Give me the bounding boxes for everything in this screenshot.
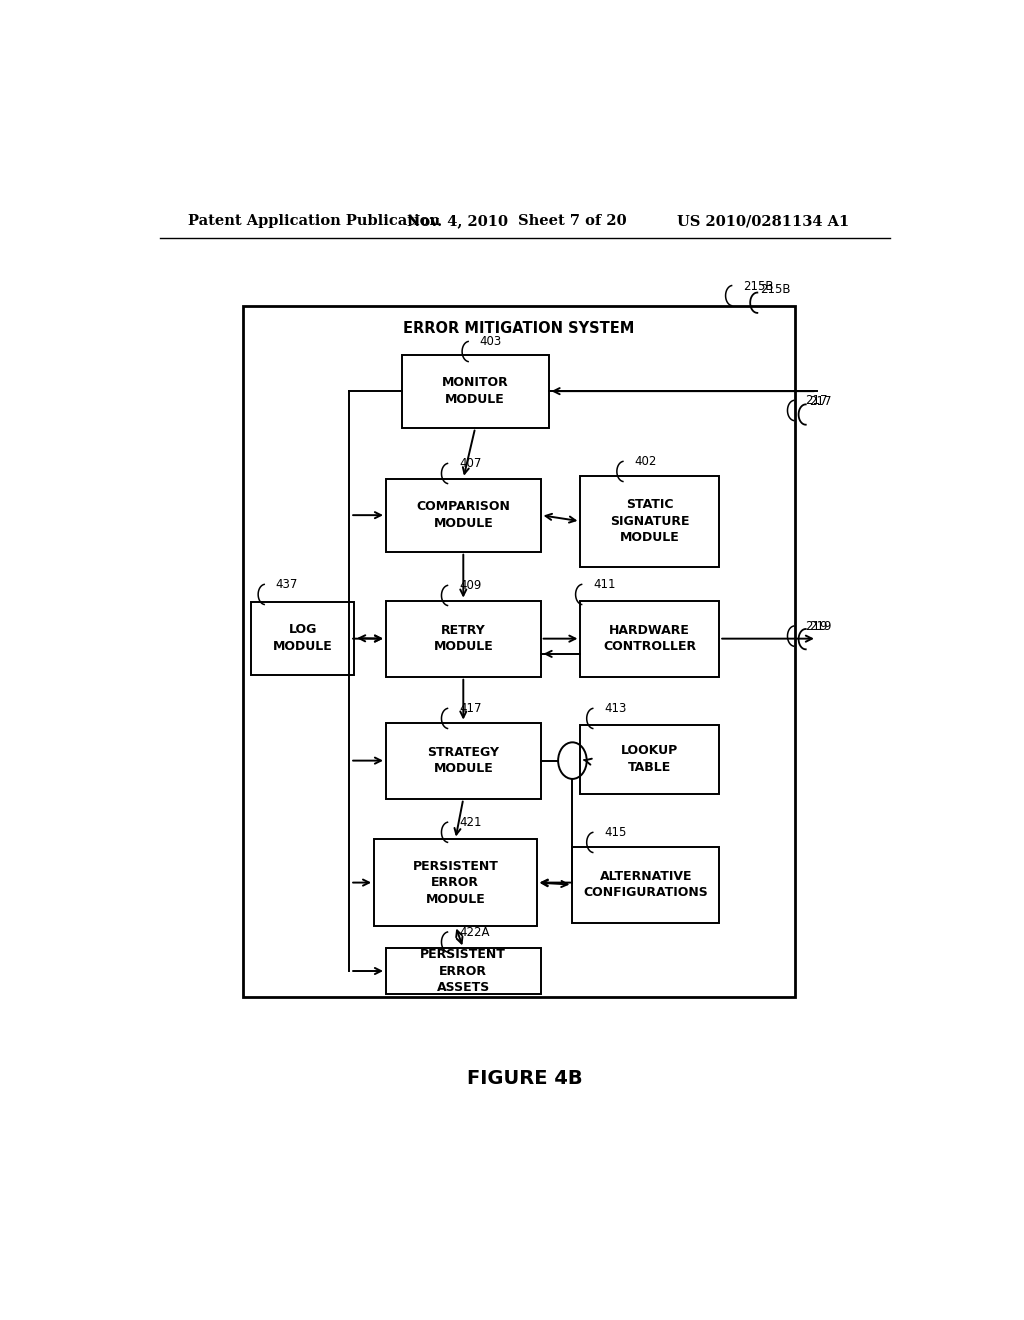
Bar <box>581 725 719 793</box>
Text: 413: 413 <box>604 702 627 715</box>
Text: HARDWARE
CONTROLLER: HARDWARE CONTROLLER <box>603 624 696 653</box>
Text: LOG
MODULE: LOG MODULE <box>272 623 333 653</box>
Text: 217: 217 <box>809 396 831 408</box>
Text: 215B: 215B <box>761 282 791 296</box>
Text: FIGURE 4B: FIGURE 4B <box>467 1069 583 1088</box>
Text: COMPARISON
MODULE: COMPARISON MODULE <box>417 500 510 529</box>
Text: STRATEGY
MODULE: STRATEGY MODULE <box>427 746 500 775</box>
Bar <box>572 846 719 923</box>
Text: 409: 409 <box>459 579 481 593</box>
Text: RETRY
MODULE: RETRY MODULE <box>433 624 494 653</box>
Text: LOOKUP
TABLE: LOOKUP TABLE <box>622 744 679 774</box>
Text: 215B: 215B <box>743 280 773 293</box>
Text: 411: 411 <box>593 578 615 591</box>
Text: 403: 403 <box>479 335 502 348</box>
Bar <box>401 355 549 428</box>
Text: Nov. 4, 2010: Nov. 4, 2010 <box>407 214 508 228</box>
Text: 219: 219 <box>805 620 827 634</box>
Bar <box>374 840 537 925</box>
Text: 415: 415 <box>604 826 627 840</box>
Bar <box>386 479 541 552</box>
Text: Sheet 7 of 20: Sheet 7 of 20 <box>518 214 627 228</box>
Text: US 2010/0281134 A1: US 2010/0281134 A1 <box>677 214 849 228</box>
Text: STATIC
SIGNATURE
MODULE: STATIC SIGNATURE MODULE <box>610 498 689 544</box>
Bar <box>243 306 795 997</box>
Text: PERSISTENT
ERROR
ASSETS: PERSISTENT ERROR ASSETS <box>421 948 506 994</box>
Bar <box>251 602 354 675</box>
Bar <box>581 475 719 568</box>
Text: 422A: 422A <box>459 927 489 939</box>
Bar <box>386 722 541 799</box>
Text: 219: 219 <box>809 620 831 634</box>
Text: ALTERNATIVE
CONFIGURATIONS: ALTERNATIVE CONFIGURATIONS <box>584 870 709 899</box>
Text: 417: 417 <box>459 702 481 715</box>
Text: PERSISTENT
ERROR
MODULE: PERSISTENT ERROR MODULE <box>413 859 499 906</box>
Bar <box>581 601 719 677</box>
Text: 402: 402 <box>634 455 656 469</box>
Text: 407: 407 <box>459 458 481 470</box>
Bar <box>386 601 541 677</box>
Text: Patent Application Publication: Patent Application Publication <box>187 214 439 228</box>
Text: ERROR MITIGATION SYSTEM: ERROR MITIGATION SYSTEM <box>403 321 635 335</box>
Text: 217: 217 <box>805 395 827 408</box>
Text: MONITOR
MODULE: MONITOR MODULE <box>441 376 509 407</box>
Text: 437: 437 <box>275 578 298 591</box>
Text: 421: 421 <box>459 816 481 829</box>
Bar <box>386 948 541 994</box>
